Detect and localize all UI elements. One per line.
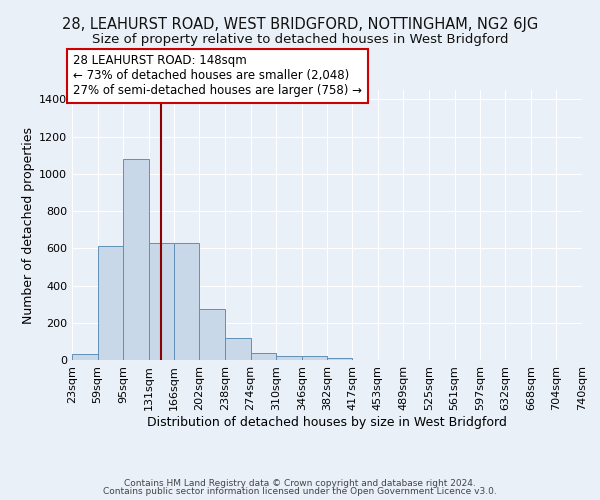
Text: Contains HM Land Registry data © Crown copyright and database right 2024.: Contains HM Land Registry data © Crown c… — [124, 478, 476, 488]
Bar — [149, 242, 174, 360]
Text: 28, LEAHURST ROAD, WEST BRIDGFORD, NOTTINGHAM, NG2 6JG: 28, LEAHURST ROAD, WEST BRIDGFORD, NOTTI… — [62, 18, 538, 32]
Text: Size of property relative to detached houses in West Bridgford: Size of property relative to detached ho… — [92, 32, 508, 46]
Y-axis label: Number of detached properties: Number of detached properties — [22, 126, 35, 324]
Text: 28 LEAHURST ROAD: 148sqm
← 73% of detached houses are smaller (2,048)
27% of sem: 28 LEAHURST ROAD: 148sqm ← 73% of detach… — [73, 54, 362, 98]
Bar — [123, 159, 149, 360]
Bar — [199, 309, 225, 360]
Bar — [98, 246, 123, 360]
Bar — [276, 356, 302, 360]
Bar — [174, 242, 199, 360]
Bar — [302, 356, 328, 360]
Text: Contains public sector information licensed under the Open Government Licence v3: Contains public sector information licen… — [103, 487, 497, 496]
X-axis label: Distribution of detached houses by size in West Bridgford: Distribution of detached houses by size … — [147, 416, 507, 428]
Bar — [72, 354, 98, 360]
Bar — [251, 352, 276, 360]
Bar — [225, 338, 251, 360]
Bar — [328, 358, 352, 360]
